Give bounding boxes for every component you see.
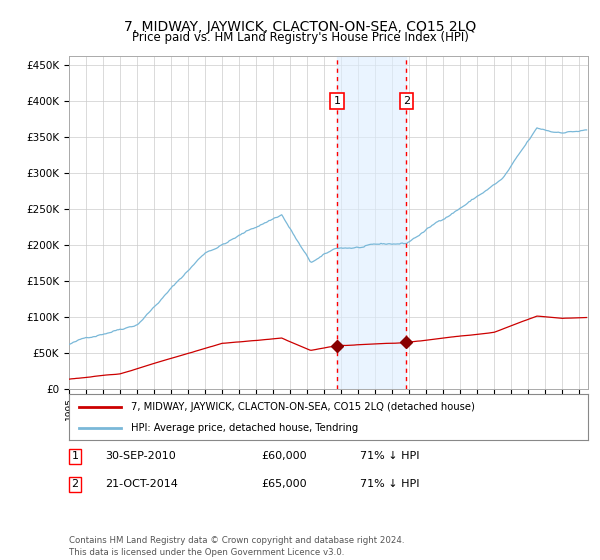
Text: 1: 1 — [71, 451, 79, 461]
Text: 1: 1 — [334, 96, 341, 106]
Text: HPI: Average price, detached house, Tendring: HPI: Average price, detached house, Tend… — [131, 423, 359, 433]
Text: £60,000: £60,000 — [261, 451, 307, 461]
Text: £65,000: £65,000 — [261, 479, 307, 489]
Text: 71% ↓ HPI: 71% ↓ HPI — [360, 451, 419, 461]
Text: 71% ↓ HPI: 71% ↓ HPI — [360, 479, 419, 489]
Text: 21-OCT-2014: 21-OCT-2014 — [105, 479, 178, 489]
Text: Price paid vs. HM Land Registry's House Price Index (HPI): Price paid vs. HM Land Registry's House … — [131, 31, 469, 44]
Text: 7, MIDWAY, JAYWICK, CLACTON-ON-SEA, CO15 2LQ (detached house): 7, MIDWAY, JAYWICK, CLACTON-ON-SEA, CO15… — [131, 402, 475, 412]
Text: Contains HM Land Registry data © Crown copyright and database right 2024.
This d: Contains HM Land Registry data © Crown c… — [69, 536, 404, 557]
Text: 7, MIDWAY, JAYWICK, CLACTON-ON-SEA, CO15 2LQ: 7, MIDWAY, JAYWICK, CLACTON-ON-SEA, CO15… — [124, 20, 476, 34]
Text: 2: 2 — [71, 479, 79, 489]
Text: 30-SEP-2010: 30-SEP-2010 — [105, 451, 176, 461]
Text: 2: 2 — [403, 96, 410, 106]
Bar — [337, 56, 406, 389]
